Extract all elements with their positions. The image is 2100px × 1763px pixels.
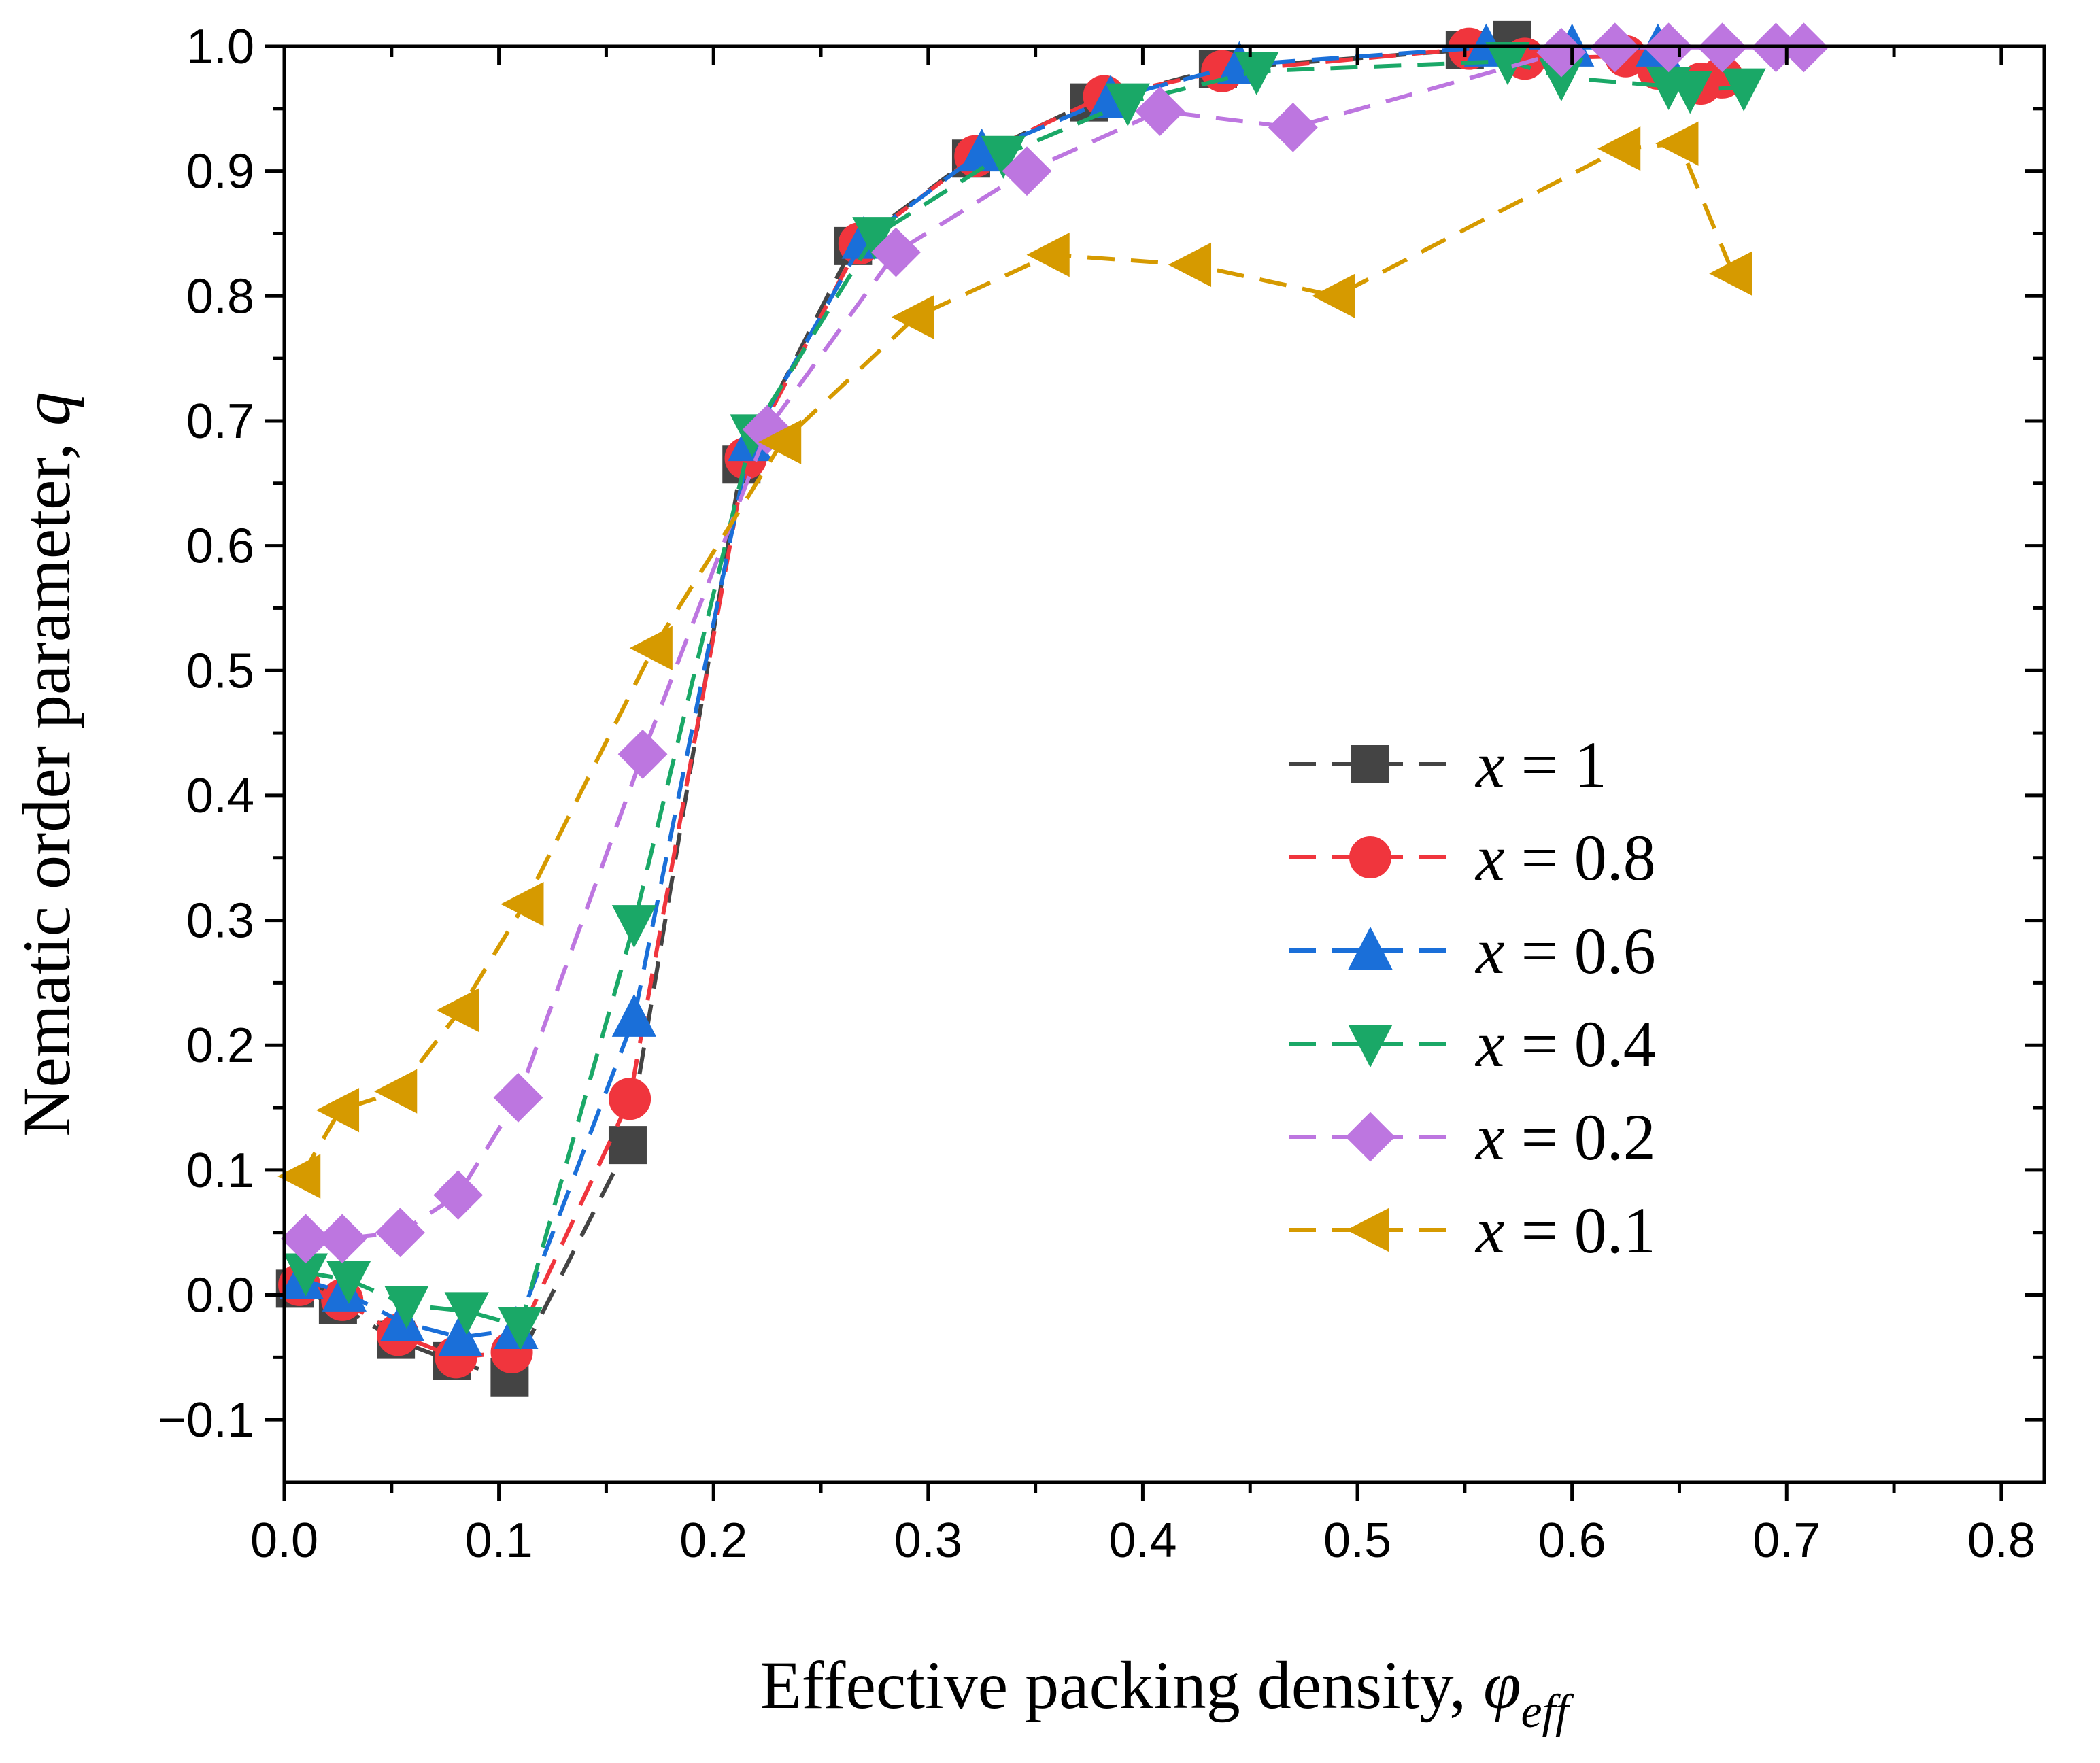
legend-item: x = 0.2 <box>1289 1101 1656 1174</box>
data-point <box>438 1313 483 1356</box>
y-tick-label: 0.8 <box>186 269 254 324</box>
x-tick-label: 0.2 <box>679 1513 747 1568</box>
x-tick-label: 0.4 <box>1108 1513 1176 1568</box>
data-point <box>281 1214 331 1264</box>
y-tick-label: 0.6 <box>186 519 254 574</box>
y-axis-title-text: Nematic order parameter, <box>9 426 84 1136</box>
legend-item: x = 1 <box>1289 728 1607 801</box>
y-tick-label: 0.0 <box>186 1269 254 1323</box>
legend-label: x = 0.8 <box>1474 821 1656 894</box>
y-tick-label: 0.9 <box>186 145 254 199</box>
series-line <box>305 58 1744 1329</box>
legend-marker <box>1348 926 1393 970</box>
data-point <box>1667 71 1712 114</box>
data-point <box>1234 52 1279 95</box>
data-point <box>1312 273 1355 318</box>
x-tick-label: 0.7 <box>1752 1513 1820 1568</box>
y-tick-label: 0.5 <box>186 644 254 698</box>
y-axis-title-symbol: q <box>9 392 84 426</box>
legend-marker <box>1348 1025 1393 1068</box>
legend-label: x = 0.1 <box>1474 1194 1656 1267</box>
legend-marker <box>1345 1112 1395 1162</box>
legend-label: x = 0.2 <box>1474 1101 1656 1174</box>
data-point <box>1655 121 1699 166</box>
data-point <box>375 1208 425 1258</box>
legend-item: x = 0.1 <box>1289 1194 1656 1267</box>
x-tick-label: 0.3 <box>894 1513 962 1568</box>
y-axis-title: Nematic order parameter, q <box>9 392 84 1136</box>
x-axis-title-subscript: eff <box>1521 1685 1574 1738</box>
data-point <box>317 1214 367 1264</box>
data-point <box>852 217 897 260</box>
data-point <box>493 1072 543 1123</box>
y-tick-label: 0.2 <box>186 1019 254 1073</box>
data-point <box>1709 251 1752 296</box>
data-point <box>617 729 668 779</box>
data-point <box>1135 86 1185 136</box>
data-point <box>758 420 802 464</box>
data-point <box>501 882 544 927</box>
data-point <box>1168 242 1212 288</box>
data-point <box>326 1261 371 1304</box>
legend: x = 1 x = 0.8 x = 0.6 x = 0.4 x = 0.2 x = 0.1 <box>1289 728 1656 1267</box>
legend-label: x = 0.4 <box>1474 1008 1656 1080</box>
data-point <box>1268 102 1318 152</box>
y-tick-label: −0.1 <box>158 1393 254 1448</box>
x-axis-title: Effective packing density, φeff <box>760 1647 1574 1738</box>
x-tick-label: 0.6 <box>1538 1513 1606 1568</box>
x-tick-label: 0.1 <box>465 1513 533 1568</box>
data-point <box>1002 146 1052 196</box>
y-tick-label: 0.1 <box>186 1144 254 1198</box>
series-layer <box>275 20 1829 1397</box>
data-point <box>629 626 673 670</box>
series-line <box>301 45 1658 1340</box>
data-point <box>609 1078 651 1120</box>
data-point <box>444 1292 489 1335</box>
data-point <box>498 1307 543 1350</box>
x-tick-label: 0.5 <box>1323 1513 1391 1568</box>
legend-label: x = 1 <box>1474 728 1607 801</box>
legend-label: x = 0.6 <box>1474 914 1656 987</box>
y-tick-label: 1.0 <box>186 20 254 74</box>
data-point <box>384 1286 429 1329</box>
x-tick-label: 0.0 <box>250 1513 318 1568</box>
x-axis-title-text: Effective packing density, <box>760 1647 1484 1723</box>
data-point <box>608 1126 647 1165</box>
x-axis-title-symbol: φ <box>1483 1647 1521 1723</box>
data-point <box>433 1170 484 1220</box>
data-point <box>981 135 1026 179</box>
legend-marker <box>1349 836 1391 878</box>
data-point <box>871 227 921 277</box>
legend-marker <box>1346 1208 1389 1252</box>
data-point <box>611 905 657 948</box>
ticks-layer: 0.0 0.1 0.2 0.3 0.4 0.5 0.6 0.7 0.8 −0.1 0.0 0.1 0.2… <box>158 20 2044 1568</box>
data-point <box>1721 68 1766 112</box>
plot-frame <box>282 44 2046 1484</box>
data-point <box>374 1069 418 1114</box>
x-tick-label: 0.8 <box>1967 1513 2035 1568</box>
legend-item: x = 0.4 <box>1289 1008 1656 1080</box>
data-point <box>611 993 657 1037</box>
data-point <box>891 294 934 340</box>
data-point <box>316 1088 360 1133</box>
legend-item: x = 0.8 <box>1289 821 1656 894</box>
legend-item: x = 0.6 <box>1289 914 1656 987</box>
legend-marker <box>1351 745 1389 783</box>
y-tick-label: 0.4 <box>186 769 254 823</box>
data-point <box>277 1154 321 1199</box>
y-tick-label: 0.7 <box>186 394 254 449</box>
data-point <box>1026 233 1070 277</box>
data-point <box>1105 83 1150 126</box>
data-point <box>1597 126 1641 171</box>
y-tick-label: 0.3 <box>186 894 254 948</box>
data-point <box>436 988 479 1033</box>
series-5 <box>277 121 1752 1199</box>
